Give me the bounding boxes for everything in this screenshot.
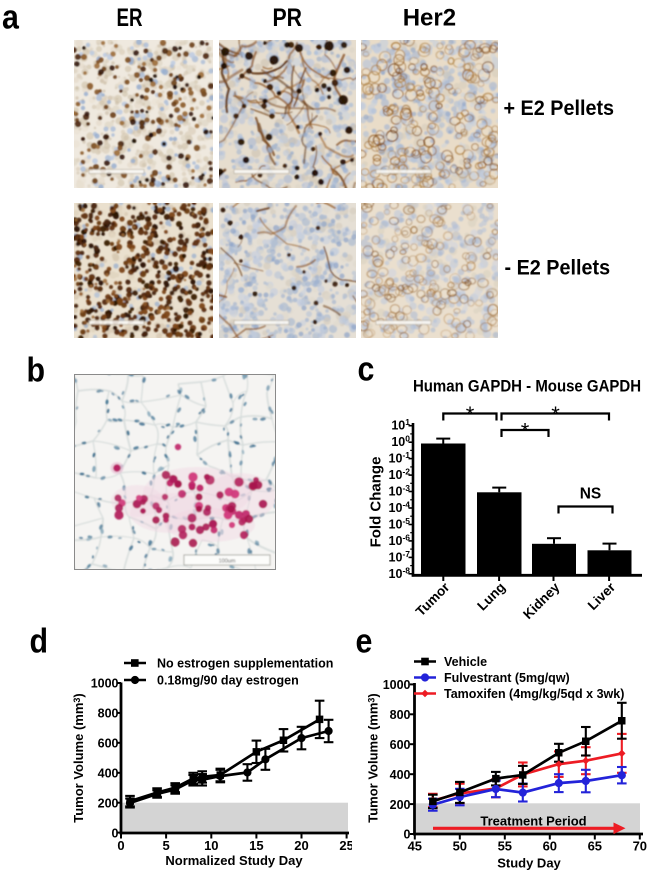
svg-text:55: 55 [498,839,512,854]
svg-text:0.18mg/90 day estrogen: 0.18mg/90 day estrogen [157,674,299,688]
svg-text:Study Day: Study Day [497,856,561,871]
svg-text:No estrogen supplementation: No estrogen supplementation [157,657,333,671]
svg-text:1000: 1000 [91,677,119,691]
svg-text:5: 5 [162,838,169,853]
svg-text:15: 15 [249,838,263,853]
svg-text:Her2: Her2 [403,5,456,32]
svg-text:200: 200 [98,796,119,810]
svg-text:d: d [30,622,49,660]
svg-text:600: 600 [98,737,119,751]
svg-text:Human GAPDH - Mouse GAPDH: Human GAPDH - Mouse GAPDH [413,378,641,396]
svg-text:Tumor Volume (mm3): Tumor Volume (mm3) [71,693,86,823]
svg-text:100: 100 [391,434,410,450]
svg-text:+ E2 Pellets: + E2 Pellets [504,97,615,121]
svg-text:50: 50 [453,839,467,854]
svg-text:1000: 1000 [383,678,411,692]
svg-text:100um: 100um [219,559,236,565]
svg-text:800: 800 [98,707,119,721]
svg-text:10-4: 10-4 [389,500,411,516]
svg-text:600: 600 [390,738,411,752]
svg-text:70: 70 [633,839,647,854]
svg-text:b: b [27,351,46,389]
svg-text:101: 101 [391,417,410,433]
svg-text:0: 0 [404,828,411,842]
svg-text:10-3: 10-3 [389,483,411,499]
svg-text:c: c [358,350,375,388]
svg-text:ER: ER [116,3,142,31]
svg-text:Kidney: Kidney [520,579,563,622]
svg-text:Tumor Volume (mm3): Tumor Volume (mm3) [366,693,381,823]
svg-text:*: * [521,419,530,444]
svg-text:10-1: 10-1 [389,450,411,466]
svg-text:NS: NS [580,486,602,503]
svg-text:10-5: 10-5 [389,516,411,532]
svg-text:PR: PR [272,3,302,31]
svg-text:Fold Change: Fold Change [368,457,385,548]
svg-text:20: 20 [294,838,308,853]
svg-text:Tamoxifen (4mg/kg/5qd x 3wk): Tamoxifen (4mg/kg/5qd x 3wk) [444,687,624,701]
svg-text:400: 400 [98,767,119,781]
svg-text:10-8: 10-8 [389,565,411,581]
svg-text:65: 65 [588,839,602,854]
svg-text:Vehicle: Vehicle [444,655,487,669]
svg-text:*: * [551,402,560,427]
svg-text:400: 400 [390,768,411,782]
svg-text:10-7: 10-7 [389,549,411,565]
svg-text:10: 10 [204,838,218,853]
svg-text:10-6: 10-6 [389,532,411,548]
svg-text:Tumor: Tumor [413,579,453,619]
svg-text:45: 45 [408,839,422,854]
svg-text:Normalized Study Day: Normalized Study Day [165,853,303,868]
svg-text:60: 60 [543,839,557,854]
svg-text:Lung: Lung [474,580,508,614]
svg-text:10-2: 10-2 [389,467,411,483]
svg-text:25: 25 [339,838,352,853]
svg-text:0: 0 [117,838,124,853]
svg-text:e: e [356,622,373,660]
svg-text:- E2 Pellets: - E2 Pellets [505,256,611,280]
svg-text:800: 800 [390,708,411,722]
svg-text:Liver: Liver [585,579,619,613]
svg-text:*: * [466,402,475,427]
svg-text:a: a [2,0,20,36]
svg-text:200: 200 [390,798,411,812]
svg-text:Fulvestrant (5mg/qw): Fulvestrant (5mg/qw) [444,671,570,685]
svg-text:0: 0 [112,826,119,840]
svg-text:Treatment Period: Treatment Period [480,814,586,829]
